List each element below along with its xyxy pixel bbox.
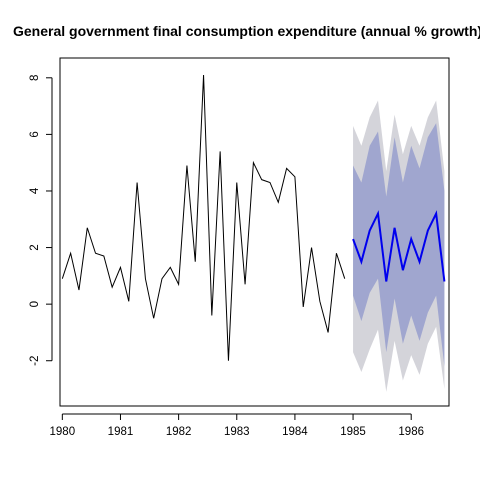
history-series-layer (61, 74, 346, 361)
y-tick-label: 8 (29, 75, 41, 81)
x-tick-label: 1980 (50, 426, 76, 438)
plot-frame (59, 57, 450, 407)
chart-title: General government final consumption exp… (13, 23, 480, 39)
x-tick-label: 1985 (340, 426, 366, 438)
x-tick-label: 1984 (282, 426, 308, 438)
x-tick-label: 1982 (166, 426, 192, 438)
y-tick-label: 4 (29, 187, 41, 194)
y-tick-label: 0 (29, 301, 41, 307)
forecast-series-layer (352, 210, 446, 282)
x-tick-label: 1981 (108, 426, 134, 438)
x-axis: 1980 1981 1982 1983 1984 1985 1986 (50, 413, 424, 438)
x-tick-label: 1983 (224, 426, 250, 438)
y-tick-label: 6 (29, 131, 41, 137)
y-axis: -2 0 2 4 6 8 (29, 75, 53, 366)
x-tick-label: 1986 (398, 426, 424, 438)
y-tick-label: 2 (29, 244, 41, 250)
forecast-line (352, 210, 446, 282)
y-tick-label: -2 (29, 356, 41, 366)
history-line (61, 74, 346, 361)
